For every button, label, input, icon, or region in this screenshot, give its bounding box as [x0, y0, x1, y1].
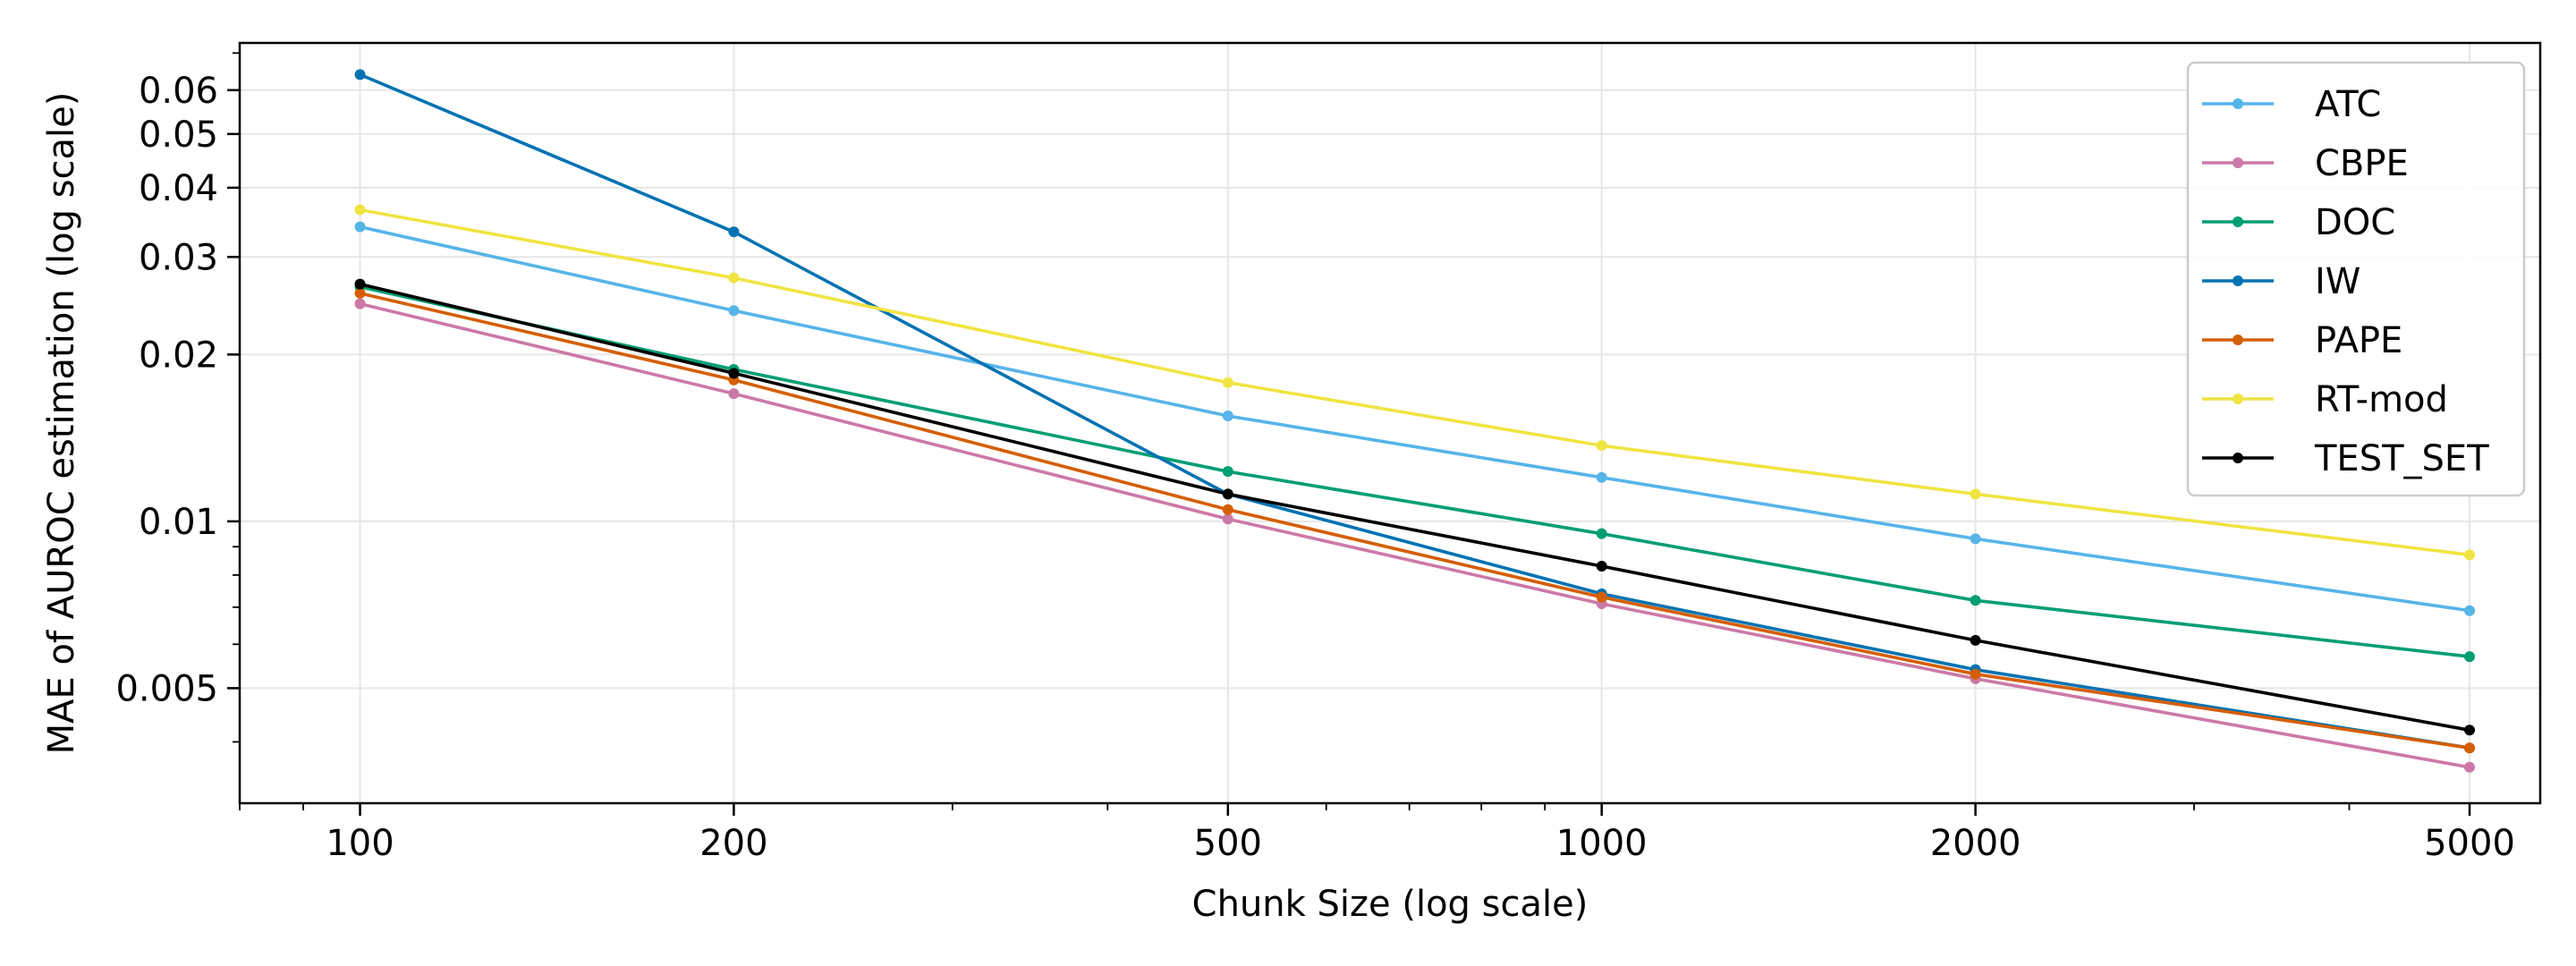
series-line [360, 301, 2470, 769]
data-point [2464, 549, 2476, 561]
legend-box [2186, 61, 2526, 497]
series-line [359, 72, 2470, 750]
data-point [2464, 724, 2476, 736]
data-point [354, 287, 366, 299]
series-line [360, 284, 2470, 658]
data-point [1970, 595, 1981, 606]
series-line [360, 208, 2470, 557]
y-tick-label: 0.01 [139, 502, 218, 543]
legend-item: DOC [2202, 202, 2395, 243]
data-point [1222, 504, 1233, 515]
series-line [360, 225, 2470, 613]
data-point [1970, 634, 1981, 646]
data-point [354, 221, 366, 233]
data-point [1222, 466, 1233, 478]
legend-item: PAPE [2202, 320, 2402, 361]
series-line [360, 292, 2470, 750]
y-tick-label: 0.04 [139, 168, 218, 209]
data-point [354, 278, 366, 290]
data-point [1222, 377, 1233, 388]
legend-swatch-marker [2233, 275, 2243, 286]
data-point [1970, 533, 1981, 545]
data-point [728, 226, 740, 238]
data-point [1222, 488, 1233, 500]
x-axis-title: Chunk Size (log scale) [1192, 884, 1589, 925]
data-point [1222, 513, 1233, 525]
data-point [1596, 471, 1607, 483]
legend-swatch-marker [2233, 453, 2243, 463]
data-point [1596, 528, 1607, 539]
data-point [1596, 440, 1607, 452]
data-point [1596, 561, 1607, 572]
legend-swatch-marker [2233, 157, 2243, 168]
data-point [2464, 605, 2476, 616]
legend-label: IW [2315, 261, 2360, 302]
data-point [1222, 410, 1233, 421]
axes: 100 200 500 1000 2000 5000 0.005 0.01 0.02 0.03 0.… [115, 41, 2542, 864]
legend-item: IW [2202, 261, 2360, 302]
y-tick-label: 0.005 [115, 668, 218, 709]
legend-item: RT-mod [2202, 379, 2448, 420]
series-line [360, 282, 2470, 733]
y-tick-label: 0.06 [139, 71, 218, 112]
legend-swatch-marker [2233, 216, 2243, 227]
data-point [728, 272, 740, 284]
x-tick-label: 200 [699, 823, 767, 864]
data-point [728, 305, 740, 317]
series-atc [354, 221, 2476, 616]
data-point [2464, 742, 2476, 754]
x-tick-label: 2000 [1930, 823, 2021, 864]
x-tick-label: 500 [1194, 823, 1262, 864]
y-tick-label: 0.02 [139, 335, 218, 376]
legend-swatch-marker [2233, 98, 2243, 109]
legend-swatch-marker [2233, 394, 2243, 404]
data-point [728, 368, 740, 379]
series-iw [354, 69, 2476, 754]
x-tick-label: 5000 [2424, 823, 2515, 864]
series-test-set [354, 278, 2476, 736]
data-point [1970, 668, 1981, 680]
series-doc [354, 281, 2476, 663]
legend-label: RT-mod [2315, 379, 2448, 420]
x-tick-label: 1000 [1556, 823, 1648, 864]
x-tick-label: 100 [326, 823, 394, 864]
y-tick-label: 0.05 [139, 114, 218, 156]
legend-label: DOC [2315, 202, 2395, 243]
series-pape [354, 287, 2476, 754]
legend-item: TEST_SET [2202, 438, 2489, 479]
data-point [2464, 651, 2476, 663]
data-point [2464, 761, 2476, 773]
data-point [354, 298, 366, 309]
series-lines [354, 69, 2476, 773]
data-point [728, 388, 740, 400]
legend: ATC CBPE DOC IW PAPE RT-mod TEST_SET [2186, 61, 2526, 497]
y-axis-title: MAE of AUROC estimation (log scale) [41, 92, 82, 755]
data-point [1596, 591, 1607, 603]
legend-item: ATC [2202, 84, 2381, 125]
data-point [354, 204, 366, 216]
data-point [354, 69, 366, 80]
legend-swatch-marker [2233, 335, 2243, 345]
legend-label: CBPE [2315, 143, 2409, 184]
legend-item: CBPE [2202, 143, 2409, 184]
data-point [1970, 488, 1981, 500]
plot-frame [238, 41, 2542, 805]
legend-label: PAPE [2315, 320, 2402, 361]
series-rt-mod [354, 204, 2476, 561]
legend-label: TEST_SET [2314, 438, 2489, 479]
legend-label: ATC [2315, 84, 2381, 125]
y-tick-label: 0.03 [139, 237, 218, 278]
